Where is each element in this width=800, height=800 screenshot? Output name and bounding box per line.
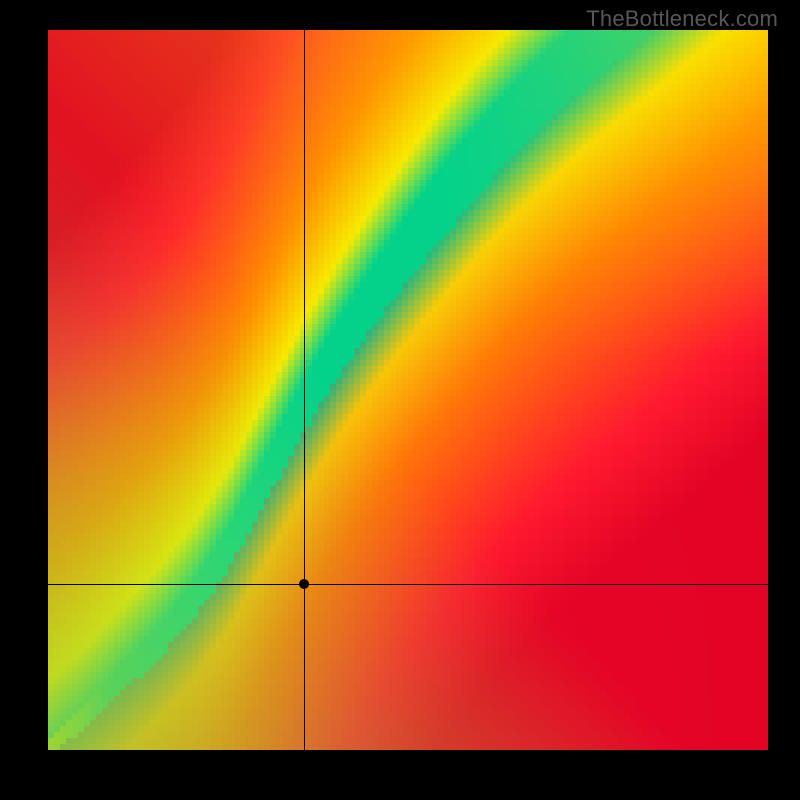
crosshair-vertical: [304, 30, 305, 750]
watermark-text: TheBottleneck.com: [586, 6, 778, 32]
plot-area: [48, 30, 768, 750]
crosshair-horizontal: [48, 584, 768, 585]
selected-point-marker: [299, 579, 309, 589]
bottleneck-heatmap: [48, 30, 768, 750]
chart-container: TheBottleneck.com: [0, 0, 800, 800]
